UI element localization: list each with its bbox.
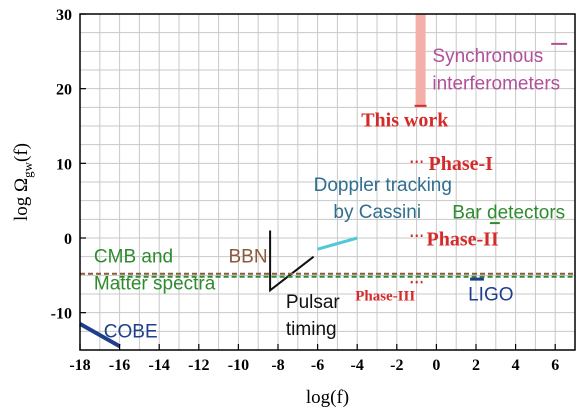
annotation-sync2: interferometers [432,73,560,94]
series-layer [79,14,575,349]
x-tick-label: 6 [551,357,559,374]
y-tick-label: 20 [56,82,72,99]
annotation-cmb1: CMB and [94,247,173,268]
annotation-phase3: Phase-III [355,289,415,305]
annotation-cassini1: Doppler tracking [314,175,452,196]
series-cobe [79,322,121,349]
annotation-cassini2: by Cassini [333,202,421,223]
x-tick-label: -18 [69,357,90,374]
annotation-bar: Bar detectors [452,203,565,224]
annotation-bbn: BBN [229,247,268,268]
annotation-phase1: Phase-I [429,153,494,175]
plot-frame [79,13,576,351]
y-tick-label: 30 [56,7,72,24]
x-tick-label: 4 [512,357,520,374]
annotation-sync1: Synchronous [432,46,543,67]
annotation-pulsar1: Pulsar [286,292,341,313]
x-tick-label: -10 [228,357,249,374]
x-axis-label: log(f) [306,387,349,408]
series-pulsar [269,230,315,293]
annotation-layer: COBE Doppler tracking by Cassini Pulsar timi… [94,46,565,342]
annotation-cobe: COBE [104,321,158,342]
annotation-phase2: Phase-II [427,229,499,251]
y-tick-label: -10 [51,306,72,323]
annotation-ligo: LIGO [468,285,513,306]
annotation-cmb2: Matter spectra [94,274,216,295]
y-axis-label-main: log Ω [11,178,32,221]
x-tick-label: -14 [149,357,170,374]
x-tick-label: -12 [188,357,209,374]
x-tick-label: -6 [311,357,324,374]
y-tick-label: 10 [56,156,72,173]
grid [80,14,575,350]
y-axis-label-tail: (f) [11,143,32,162]
annotation-this-work: This work [361,110,449,132]
x-tick-label: -8 [271,357,284,374]
y-axis-label-sub: gw [20,161,35,178]
tick-layer: -18 -16 -14 -12 -10 -8 -6 -4 -2 0 2 4 6 -10 0 10 20 30 [51,7,560,374]
y-axis-label: log Ωgw(f) [11,143,35,221]
annotation-pulsar2: timing [286,319,337,340]
x-tick-label: -2 [390,357,403,374]
x-tick-label: -16 [109,357,130,374]
y-tick-label: 0 [64,231,72,248]
x-tick-label: 2 [472,357,480,374]
series-cassini [317,236,358,251]
x-tick-label: 0 [432,357,440,374]
x-tick-label: -4 [351,357,364,374]
